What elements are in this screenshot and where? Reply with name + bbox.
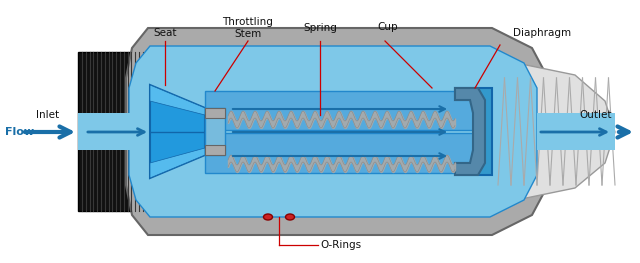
Polygon shape [205,133,490,173]
Text: Inlet: Inlet [36,110,60,120]
Polygon shape [78,52,158,211]
Ellipse shape [264,214,273,220]
Polygon shape [205,108,225,155]
Ellipse shape [285,214,294,220]
Polygon shape [455,88,492,175]
Polygon shape [455,88,485,175]
Text: Flow: Flow [5,127,34,137]
Polygon shape [150,85,205,115]
Text: Seat: Seat [153,28,177,38]
Polygon shape [537,113,615,150]
Polygon shape [205,145,225,155]
Text: Cup: Cup [378,22,398,32]
Text: O-Rings: O-Rings [320,240,361,250]
Polygon shape [205,91,490,130]
Polygon shape [129,46,537,217]
Text: Diaphragm: Diaphragm [513,28,571,38]
Polygon shape [78,113,158,150]
Polygon shape [205,108,225,118]
Polygon shape [150,85,205,178]
Text: Outlet: Outlet [580,110,612,120]
Text: Throttling
Stem: Throttling Stem [223,17,273,39]
Polygon shape [492,58,615,205]
Text: Spring: Spring [303,23,337,33]
Polygon shape [150,148,205,178]
Polygon shape [126,28,548,235]
